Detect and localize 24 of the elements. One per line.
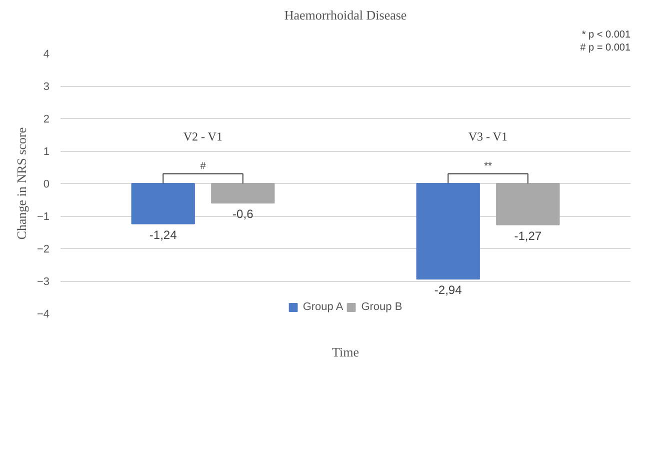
chart-title: Haemorrhoidal Disease — [284, 8, 407, 22]
data-label: -0,6 — [232, 207, 254, 221]
text: * p < 0.001 — [582, 30, 631, 40]
x-tick-label: V2 - V1 — [183, 130, 222, 144]
y-tick-label: 2 — [43, 114, 50, 126]
y-tick-label: −4 — [36, 308, 50, 320]
y-axis-title: Change in NRS score — [14, 127, 29, 240]
text: # p = 0.001 — [580, 42, 631, 54]
y-tick-label: 3 — [43, 81, 50, 93]
data-label: -2,94 — [434, 283, 462, 298]
x-axis-title: Time — [332, 344, 360, 360]
y-tick-label: −1 — [36, 211, 50, 223]
legend-label: Group A — [302, 301, 344, 313]
data-label: -1,24 — [149, 228, 178, 242]
y-tick-label: −2 — [36, 244, 50, 256]
y-tick-label: −3 — [36, 276, 50, 288]
data-label: -1,27 — [514, 228, 542, 243]
y-tick-label: 1 — [43, 146, 50, 158]
y-tick-label: 0 — [43, 178, 50, 190]
annotation: # — [200, 160, 206, 172]
x-tick-label: V3 - V1 — [468, 130, 508, 144]
legend-label: Group B — [361, 301, 402, 313]
y-tick-label: 4 — [43, 48, 50, 60]
annotation: ** — [484, 160, 492, 172]
